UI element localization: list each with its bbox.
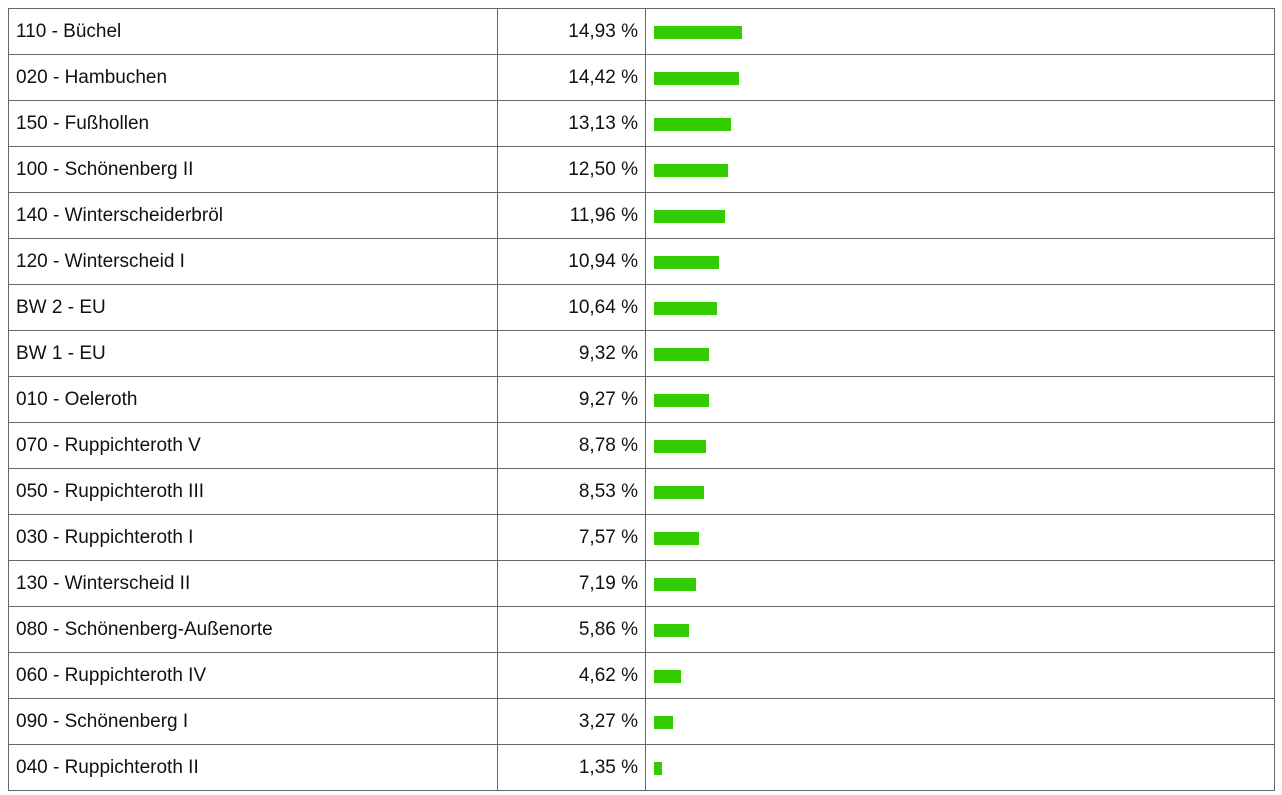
bar-cell bbox=[645, 285, 1274, 330]
district-name: 080 - Schönenberg-Außenorte bbox=[8, 607, 497, 652]
bar-cell bbox=[645, 239, 1274, 284]
bar-cell bbox=[645, 193, 1274, 238]
district-name: 090 - Schönenberg I bbox=[8, 699, 497, 744]
table-row: 110 - Büchel 14,93 % bbox=[8, 9, 1274, 55]
bar-cell bbox=[645, 699, 1274, 744]
bar bbox=[654, 118, 732, 131]
table-row: BW 2 - EU 10,64 % bbox=[8, 285, 1274, 331]
bar-cell bbox=[645, 515, 1274, 560]
bar-cell bbox=[645, 101, 1274, 146]
percentage: 12,50 % bbox=[497, 147, 646, 192]
district-name: 040 - Ruppichteroth II bbox=[8, 745, 497, 790]
table-row: 130 - Winterscheid II 7,19 % bbox=[8, 561, 1274, 607]
bar-cell bbox=[645, 147, 1274, 192]
district-name: 140 - Winterscheiderbröl bbox=[8, 193, 497, 238]
bar-cell bbox=[645, 745, 1274, 790]
district-name: 070 - Ruppichteroth V bbox=[8, 423, 497, 468]
bar bbox=[654, 532, 699, 545]
bar bbox=[654, 256, 719, 269]
percentage: 8,53 % bbox=[497, 469, 646, 514]
table-row: 060 - Ruppichteroth IV 4,62 % bbox=[8, 653, 1274, 699]
percentage: 1,35 % bbox=[497, 745, 646, 790]
bar bbox=[654, 394, 709, 407]
table-row: BW 1 - EU 9,32 % bbox=[8, 331, 1274, 377]
bar bbox=[654, 716, 674, 729]
percentage: 13,13 % bbox=[497, 101, 646, 146]
percentage: 7,57 % bbox=[497, 515, 646, 560]
district-name: 130 - Winterscheid II bbox=[8, 561, 497, 606]
percentage: 9,27 % bbox=[497, 377, 646, 422]
bar-cell bbox=[645, 9, 1274, 54]
bar bbox=[654, 72, 740, 85]
table-row: 100 - Schönenberg II 12,50 % bbox=[8, 147, 1274, 193]
bar bbox=[654, 348, 709, 361]
percentage: 5,86 % bbox=[497, 607, 646, 652]
table-row: 040 - Ruppichteroth II 1,35 % bbox=[8, 745, 1274, 791]
percentage: 4,62 % bbox=[497, 653, 646, 698]
bar bbox=[654, 578, 697, 591]
bar bbox=[654, 486, 705, 499]
bar bbox=[654, 302, 717, 315]
bar-cell bbox=[645, 561, 1274, 606]
district-name: 060 - Ruppichteroth IV bbox=[8, 653, 497, 698]
percentage: 3,27 % bbox=[497, 699, 646, 744]
district-name: 120 - Winterscheid I bbox=[8, 239, 497, 284]
table-row: 140 - Winterscheiderbröl 11,96 % bbox=[8, 193, 1274, 239]
district-name: 030 - Ruppichteroth I bbox=[8, 515, 497, 560]
district-name: 150 - Fußhollen bbox=[8, 101, 497, 146]
percentage: 8,78 % bbox=[497, 423, 646, 468]
table-row: 070 - Ruppichteroth V 8,78 % bbox=[8, 423, 1274, 469]
district-name: 110 - Büchel bbox=[8, 9, 497, 54]
bar bbox=[654, 26, 743, 39]
percentage: 11,96 % bbox=[497, 193, 646, 238]
percentage: 7,19 % bbox=[497, 561, 646, 606]
percentage: 9,32 % bbox=[497, 331, 646, 376]
district-name: 100 - Schönenberg II bbox=[8, 147, 497, 192]
district-name: BW 2 - EU bbox=[8, 285, 497, 330]
bar-cell bbox=[645, 653, 1274, 698]
table-row: 090 - Schönenberg I 3,27 % bbox=[8, 699, 1274, 745]
bar-cell bbox=[645, 377, 1274, 422]
percentage: 14,93 % bbox=[497, 9, 646, 54]
table-row: 010 - Oeleroth 9,27 % bbox=[8, 377, 1274, 423]
bar bbox=[654, 440, 706, 453]
results-table: 110 - Büchel 14,93 % 020 - Hambuchen 14,42 … bbox=[8, 8, 1275, 791]
bar-cell bbox=[645, 331, 1274, 376]
percentage: 14,42 % bbox=[497, 55, 646, 100]
bar bbox=[654, 670, 682, 683]
table-row: 080 - Schönenberg-Außenorte 5,86 % bbox=[8, 607, 1274, 653]
bar bbox=[654, 164, 728, 177]
bar bbox=[654, 210, 725, 223]
bar bbox=[654, 762, 662, 775]
bar-cell bbox=[645, 55, 1274, 100]
table-row: 030 - Ruppichteroth I 7,57 % bbox=[8, 515, 1274, 561]
percentage: 10,94 % bbox=[497, 239, 646, 284]
table-row: 020 - Hambuchen 14,42 % bbox=[8, 55, 1274, 101]
percentage: 10,64 % bbox=[497, 285, 646, 330]
bar-cell bbox=[645, 423, 1274, 468]
district-name: 010 - Oeleroth bbox=[8, 377, 497, 422]
district-name: BW 1 - EU bbox=[8, 331, 497, 376]
bar-cell bbox=[645, 607, 1274, 652]
district-name: 050 - Ruppichteroth III bbox=[8, 469, 497, 514]
table-row: 150 - Fußhollen 13,13 % bbox=[8, 101, 1274, 147]
table-row: 050 - Ruppichteroth III 8,53 % bbox=[8, 469, 1274, 515]
table-row: 120 - Winterscheid I 10,94 % bbox=[8, 239, 1274, 285]
district-name: 020 - Hambuchen bbox=[8, 55, 497, 100]
bar bbox=[654, 624, 689, 637]
bar-cell bbox=[645, 469, 1274, 514]
